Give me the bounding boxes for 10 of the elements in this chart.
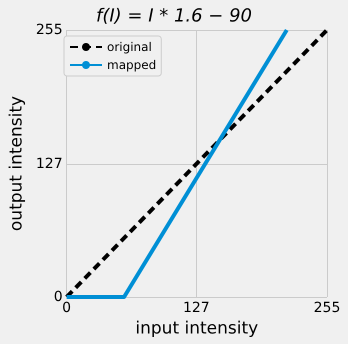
y-tick-label: 127 (36, 156, 63, 172)
y-tick-label: 255 (36, 22, 63, 38)
x-tick-label: 127 (182, 300, 210, 316)
legend-label: original (107, 40, 152, 54)
chart-title: f(I) = I * 1.6 − 90 (96, 6, 252, 26)
y-axis-title: output intensity (6, 96, 26, 232)
x-tick-label: 255 (314, 300, 340, 316)
x-axis-title: input intensity (135, 318, 258, 338)
legend-label: mapped (107, 58, 156, 72)
y-tick-label: 0 (54, 289, 63, 305)
